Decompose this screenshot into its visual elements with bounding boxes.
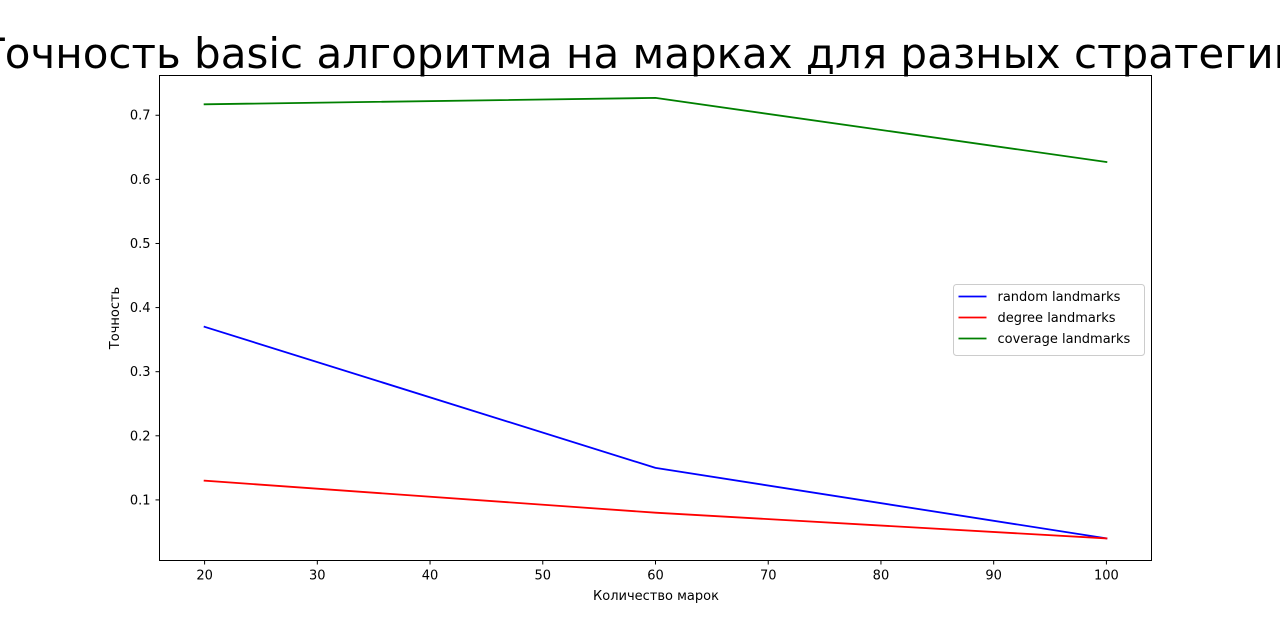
y-tick-label: 0.4 [130,301,151,316]
legend-label: degree landmarks [998,311,1116,326]
legend-label: random landmarks [998,290,1121,305]
series-lines [203,97,1108,540]
x-tick-label: 100 [1094,569,1119,584]
y-tick-label: 0.7 [130,109,151,124]
y-tick-label: 0.1 [130,493,151,508]
y-axis-label: Точность [108,287,123,350]
x-tick-label: 70 [760,569,777,584]
x-tick-label: 40 [422,569,439,584]
series-line-coverage-landmarks [203,97,1108,164]
x-tick-label: 30 [309,569,326,584]
x-tick-label: 90 [985,569,1002,584]
y-tick-label: 0.2 [130,429,151,444]
legend-label: coverage landmarks [998,332,1131,347]
x-axis-label: Количество марок [593,589,719,604]
x-axis: 20 30 40 50 60 70 80 90 100 [196,560,1119,584]
x-tick-label: 50 [534,569,551,584]
legend-box [953,284,1145,356]
x-tick-label: 20 [196,569,213,584]
y-axis: 0.1 0.2 0.3 0.4 0.5 0.6 0.7 [130,109,160,508]
y-tick-label: 0.6 [130,173,151,188]
chart-title: Точность basic алгоритма на марках для р… [0,29,1280,78]
x-tick-label: 60 [647,569,664,584]
series-line-random-landmarks [203,325,1108,540]
series-line-degree-landmarks [203,479,1108,540]
legend: random landmarks degree landmarks coverage… [953,284,1145,356]
y-tick-label: 0.5 [130,237,151,252]
y-tick-label: 0.3 [130,365,151,380]
x-tick-label: 80 [873,569,890,584]
